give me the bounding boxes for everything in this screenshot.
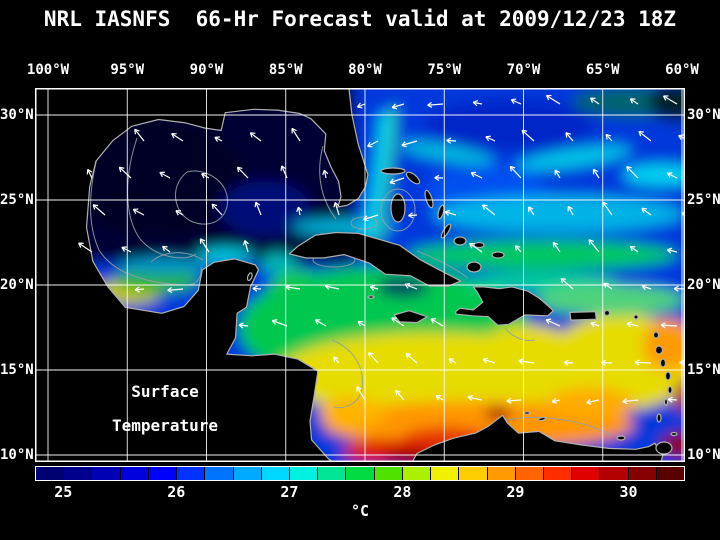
- colorbar-segment: [120, 467, 149, 480]
- colorbar-segment: [402, 467, 432, 480]
- lon-label: 60°W: [665, 62, 699, 78]
- colorbar-segment: [346, 467, 375, 480]
- colorbar-segment: [318, 467, 347, 480]
- lon-label: 75°W: [427, 62, 462, 78]
- forecast-map: [35, 88, 685, 462]
- colorbar-segment: [515, 467, 544, 480]
- colorbar-segment: [431, 467, 460, 480]
- colorbar-segment: [374, 467, 403, 480]
- colorbar-tick-label: 30: [619, 483, 638, 501]
- overlay-label-line1: Surface: [131, 382, 199, 401]
- lon-label: 100°W: [26, 62, 70, 78]
- lat-label-left: 10°N: [0, 447, 34, 463]
- colorbar-segment: [289, 467, 319, 480]
- overlay-label: Surface Temperature: [90, 382, 240, 435]
- lat-label-right: 20°N: [687, 277, 720, 293]
- lon-label: 85°W: [268, 62, 303, 78]
- lon-label: 70°W: [506, 62, 541, 78]
- colorbar-segment: [261, 467, 290, 480]
- colorbar-segment: [92, 467, 121, 480]
- colorbar-segment: [36, 467, 65, 480]
- colorbar: [35, 466, 685, 481]
- island-hispaniola: [455, 286, 554, 326]
- colorbar-segment: [177, 467, 206, 480]
- colorbar-segment: [233, 467, 262, 480]
- colorbar-segment: [572, 467, 601, 480]
- island-jamaica: [393, 310, 428, 324]
- colorbar-segment: [487, 467, 516, 480]
- lon-label: 95°W: [110, 62, 145, 78]
- colorbar-tick-label: 27: [280, 483, 299, 501]
- colorbar-segment: [656, 467, 685, 480]
- colorbar-segment: [600, 467, 629, 480]
- lat-label-left: 20°N: [0, 277, 34, 293]
- colorbar-segment: [64, 467, 93, 480]
- wind-vector-layer: [78, 94, 685, 405]
- lon-label: 65°W: [585, 62, 620, 78]
- colorbar-unit: °C: [350, 502, 370, 520]
- map-border: [35, 88, 685, 462]
- bahamas-islands: [380, 167, 505, 273]
- colorbar-tick-label: 25: [54, 483, 73, 501]
- land-north-central-america: [35, 88, 369, 462]
- colorbar-tick-label: 29: [506, 483, 525, 501]
- colorbar-segment: [205, 467, 234, 480]
- lat-label-right: 25°N: [687, 192, 720, 208]
- lat-label-right: 30°N: [687, 107, 720, 123]
- island-cuba: [288, 231, 462, 287]
- overlay-label-line2: Temperature: [112, 416, 218, 435]
- lat-label-left: 15°N: [0, 362, 34, 378]
- lat-label-left: 30°N: [0, 107, 34, 123]
- colorbar-segment: [148, 467, 178, 480]
- lat-label-right: 10°N: [687, 447, 720, 463]
- map-area: Surface Temperature: [35, 88, 685, 462]
- lon-label: 90°W: [189, 62, 224, 78]
- lat-label-right: 15°N: [687, 362, 720, 378]
- colorbar-tick-label: 28: [393, 483, 412, 501]
- map-title: NRL IASNFS 66-Hr Forecast valid at 2009/…: [43, 7, 677, 31]
- depth-contours: [90, 127, 612, 436]
- island-puerto-rico: [569, 311, 597, 321]
- land-south-america: [411, 414, 664, 462]
- colorbar-segment: [628, 467, 657, 480]
- lat-label-left: 25°N: [0, 192, 34, 208]
- colorbar-segment: [543, 467, 573, 480]
- lesser-antilles-islands: [246, 272, 678, 455]
- grid-layer: [35, 88, 685, 462]
- colorbar-segment: [459, 467, 488, 480]
- colorbar-tick-label: 26: [167, 483, 186, 501]
- lon-label: 80°W: [348, 62, 382, 78]
